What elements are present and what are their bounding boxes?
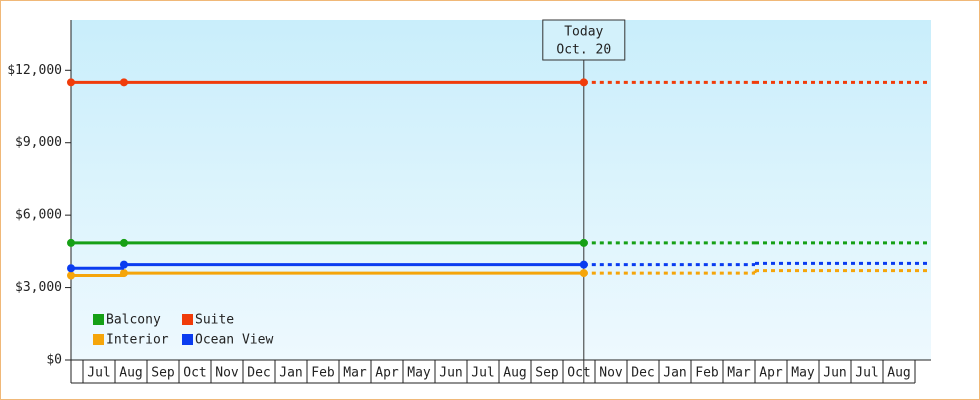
- x-tick-label: Jul: [471, 366, 494, 381]
- point: [579, 260, 588, 269]
- today-label: Oct. 20: [556, 43, 611, 58]
- point: [119, 238, 128, 247]
- point: [119, 78, 128, 87]
- point: [579, 238, 588, 247]
- x-tick-label: Mar: [343, 366, 367, 381]
- y-tick-label: $9,000: [15, 135, 62, 150]
- legend-swatch: [93, 334, 104, 345]
- x-tick-label: Aug: [119, 366, 142, 381]
- x-tick-label: Oct: [567, 366, 590, 381]
- point: [67, 78, 75, 87]
- point: [119, 269, 128, 278]
- x-tick-label: Jul: [855, 366, 878, 381]
- x-tick-label: Jun: [439, 366, 462, 381]
- x-tick-label: Feb: [311, 366, 335, 381]
- legend-label: Suite: [195, 313, 234, 328]
- x-tick-label: Oct: [183, 366, 206, 381]
- legend-label: Ocean View: [195, 333, 273, 348]
- x-tick-label: Jul: [87, 366, 110, 381]
- x-tick-label: Feb: [695, 366, 719, 381]
- y-tick-label: $12,000: [7, 63, 62, 78]
- legend-swatch: [93, 314, 104, 325]
- point: [579, 269, 588, 278]
- point: [119, 260, 128, 269]
- x-tick-label: Aug: [503, 366, 526, 381]
- point: [67, 271, 75, 280]
- x-tick-label: Dec: [247, 366, 270, 381]
- plot-area: [71, 20, 931, 360]
- legend-swatch: [182, 334, 193, 345]
- x-tick-label: Nov: [215, 366, 239, 381]
- x-tick-label: Jan: [279, 366, 302, 381]
- point: [67, 264, 75, 273]
- today-label: Today: [564, 25, 603, 40]
- x-tick-label: Apr: [759, 366, 783, 381]
- x-tick-label: Aug: [887, 366, 910, 381]
- x-tick-label: Mar: [727, 366, 751, 381]
- x-tick-label: Jan: [663, 366, 686, 381]
- x-tick-label: Jun: [823, 366, 846, 381]
- x-tick-label: Apr: [375, 366, 399, 381]
- legend-label: Interior: [106, 333, 169, 348]
- y-tick-label: $3,000: [15, 280, 62, 295]
- y-tick-label: $6,000: [15, 208, 62, 223]
- today-box: [542, 19, 626, 61]
- point: [579, 78, 588, 87]
- point: [67, 238, 75, 247]
- x-tick-label: May: [407, 366, 431, 381]
- legend-swatch: [182, 314, 193, 325]
- y-tick-label: $0: [46, 353, 62, 368]
- legend-label: Balcony: [106, 313, 161, 328]
- x-tick-label: Nov: [599, 366, 623, 381]
- x-tick-label: Dec: [631, 366, 654, 381]
- x-tick-label: Sep: [535, 366, 559, 381]
- x-tick-label: May: [791, 366, 815, 381]
- x-tick-label: Sep: [151, 366, 175, 381]
